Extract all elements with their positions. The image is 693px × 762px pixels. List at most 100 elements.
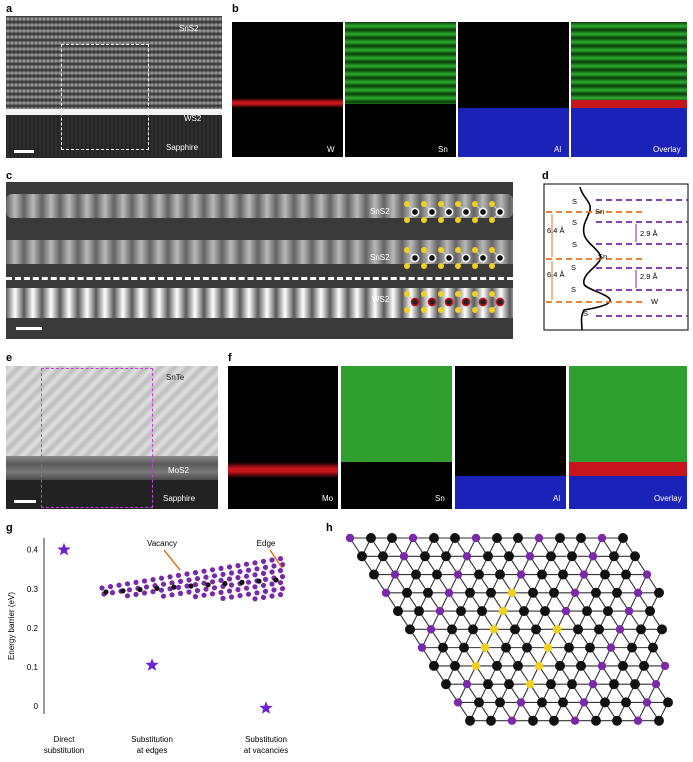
s-atom (489, 247, 495, 253)
s-atom (438, 307, 444, 313)
s-atom (462, 679, 472, 689)
panel-f-label-overlay: Overlay (654, 494, 682, 503)
metal-atom (657, 624, 667, 635)
panel-g-chart: 0 0.1 0.2 0.3 0.4 Energy barrier (eV) Direct su… (7, 538, 288, 755)
panel-f-label-al: Al (553, 494, 561, 503)
y-tick-label: 0.4 (27, 546, 39, 555)
metal-atom (239, 579, 245, 585)
s-atom (169, 592, 175, 598)
s-atom (186, 589, 192, 595)
w-atom (444, 297, 454, 307)
metal-atom (450, 660, 460, 671)
scale-bar (14, 150, 34, 153)
s-atom (133, 579, 139, 585)
x-category-label: at edges (137, 746, 168, 755)
metal-atom (393, 606, 403, 617)
s-atom (107, 584, 114, 590)
panel-label-e: e (6, 352, 13, 364)
s-atom (211, 585, 218, 591)
metal-atom (585, 642, 595, 653)
panel-a-label-ws2: WS2 (184, 114, 202, 123)
s-atom (271, 587, 277, 593)
s-atom (109, 590, 116, 596)
s-atom (421, 217, 427, 223)
s-atom (489, 291, 495, 297)
s-atom (489, 201, 495, 207)
s-atom (150, 589, 156, 595)
panel-a-label-sns2: SnS2 (179, 24, 199, 33)
s-atom (209, 591, 216, 597)
s-atom (455, 201, 461, 207)
metal-atom (636, 624, 646, 635)
w-atom (461, 297, 471, 307)
s-atom (260, 570, 267, 576)
substituted-atom (552, 625, 562, 634)
sn-atom (495, 207, 505, 217)
s-atom (455, 247, 461, 253)
metal-atom (483, 551, 493, 562)
substituted-atom (498, 606, 508, 616)
metal-atom (558, 569, 568, 580)
metal-atom (450, 533, 460, 543)
region-box (41, 368, 153, 508)
panel-f-label-sn: Sn (435, 494, 445, 503)
panel-b-label-overlay: Overlay (653, 145, 681, 154)
s-atom (150, 577, 156, 583)
s-atom (262, 588, 269, 594)
panel-d-profile (543, 183, 689, 331)
s-atom (651, 679, 661, 689)
metal-atom (546, 551, 556, 562)
s-atom (421, 247, 427, 253)
metal-atom (447, 624, 457, 635)
s-atom (99, 585, 105, 591)
metal-atom (366, 533, 376, 543)
annotation-edge: Edge (257, 539, 276, 548)
metal-atom (378, 551, 388, 562)
metal-atom (576, 660, 586, 671)
sn-atom (427, 253, 437, 263)
s-atom (279, 574, 286, 580)
panel-e-label-mos2: MoS2 (168, 466, 189, 475)
panel-label-f: f (228, 352, 232, 364)
metal-atom (369, 569, 379, 580)
s-atom (228, 582, 235, 588)
s-atom (438, 291, 444, 297)
substituted-atom (507, 588, 517, 598)
s-atom (390, 570, 400, 579)
s-atom (169, 580, 175, 586)
metal-atom (504, 551, 514, 562)
substituted-atom (489, 625, 499, 634)
metal-atom (537, 697, 547, 708)
metal-atom (429, 533, 439, 543)
s-atom (525, 552, 535, 561)
vacancy-arrow (163, 549, 181, 571)
sn-atom (461, 253, 471, 263)
panel-c-label-ws2: WS2 (372, 295, 390, 304)
s-atom (192, 570, 199, 576)
s-atom (597, 661, 607, 671)
s-atom (245, 579, 252, 585)
atom-label: Sn (595, 207, 605, 216)
s-atom (262, 576, 269, 582)
w-atom (427, 297, 437, 307)
s-atom (218, 577, 224, 583)
metal-atom (654, 587, 664, 598)
metal-atom (411, 569, 421, 580)
s-atom (408, 533, 418, 543)
s-atom (462, 552, 472, 561)
s-atom (177, 578, 184, 584)
metal-atom (567, 679, 577, 690)
s-atom (489, 307, 495, 313)
s-atom (269, 569, 275, 575)
sn-atom (444, 207, 454, 217)
metal-atom (387, 533, 397, 543)
s-atom (243, 585, 250, 591)
metal-atom (222, 581, 228, 587)
s-atom (438, 247, 444, 253)
metal-atom (429, 660, 439, 671)
s-atom (133, 591, 139, 597)
metal-atom (414, 606, 424, 617)
data-point-star (145, 658, 159, 671)
s-atom (624, 606, 634, 616)
metal-atom (600, 569, 610, 580)
